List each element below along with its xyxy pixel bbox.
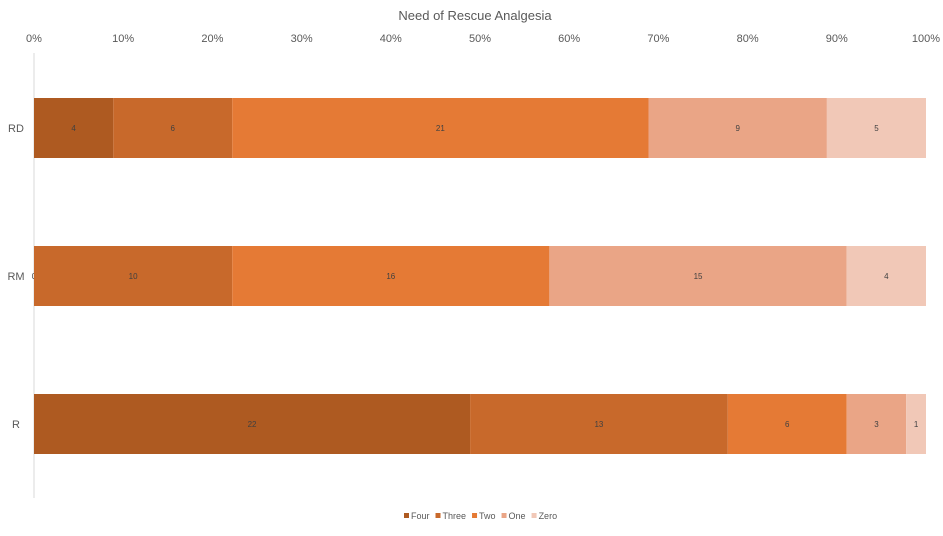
- x-tick-label: 40%: [380, 33, 402, 45]
- category-label: RM: [7, 271, 24, 283]
- bar-segment: [648, 98, 827, 158]
- data-label: 6: [171, 124, 176, 133]
- data-label: 21: [436, 124, 445, 133]
- data-label: 5: [874, 124, 879, 133]
- category-label: RD: [8, 123, 24, 135]
- bar-segment: [906, 394, 926, 454]
- x-tick-label: 30%: [291, 33, 313, 45]
- data-label: 9: [735, 124, 740, 133]
- bar-segment: [34, 98, 114, 158]
- x-tick-label: 0%: [26, 33, 42, 45]
- data-label: 10: [129, 272, 138, 281]
- bar-segment: [113, 98, 233, 158]
- x-tick-label: 20%: [201, 33, 223, 45]
- bar-segment: [232, 246, 550, 306]
- category-labels: RD RM R: [7, 123, 24, 431]
- x-tick-label: 70%: [647, 33, 669, 45]
- data-label: 4: [71, 124, 76, 133]
- x-tick-label: 80%: [737, 33, 759, 45]
- data-label: 15: [694, 272, 703, 281]
- bars-group: 462195010161542213631: [32, 98, 926, 454]
- legend: Four Three Two One Zero: [404, 511, 557, 521]
- data-label: 13: [594, 420, 603, 429]
- legend-label: Zero: [539, 511, 558, 521]
- data-label: 1: [914, 420, 919, 429]
- bar-segment: [826, 98, 926, 158]
- bar-segment: [846, 246, 926, 306]
- bar-segment: [470, 394, 728, 454]
- legend-swatch: [531, 513, 537, 518]
- legend-label: Two: [479, 511, 496, 521]
- legend-label: One: [509, 511, 526, 521]
- legend-label: Three: [443, 511, 467, 521]
- data-label: 16: [386, 272, 395, 281]
- data-label: 22: [248, 420, 257, 429]
- x-tick-label: 50%: [469, 33, 491, 45]
- legend-swatch: [404, 513, 409, 518]
- bar-segment: [34, 394, 471, 454]
- x-tick-label: 100%: [912, 33, 940, 45]
- x-tick-label: 10%: [112, 33, 134, 45]
- bar-segment: [232, 98, 649, 158]
- bar-segment: [846, 394, 907, 454]
- x-tick-label: 60%: [558, 33, 580, 45]
- chart-title: Need of Rescue Analgesia: [398, 8, 552, 23]
- legend-swatch: [472, 513, 478, 518]
- data-label: 6: [785, 420, 790, 429]
- x-tick-label: 90%: [826, 33, 848, 45]
- data-label: 4: [884, 272, 889, 281]
- category-label: R: [12, 419, 20, 431]
- bar-segment: [727, 394, 847, 454]
- data-label: 3: [874, 420, 879, 429]
- legend-label: Four: [411, 511, 430, 521]
- bar-segment: [34, 246, 233, 306]
- legend-swatch: [501, 513, 507, 518]
- bar-segment: [549, 246, 847, 306]
- x-axis-ticks: 0% 10% 20% 30% 40% 50% 60% 70% 80% 90% 100%: [26, 33, 940, 45]
- legend-swatch: [435, 513, 441, 518]
